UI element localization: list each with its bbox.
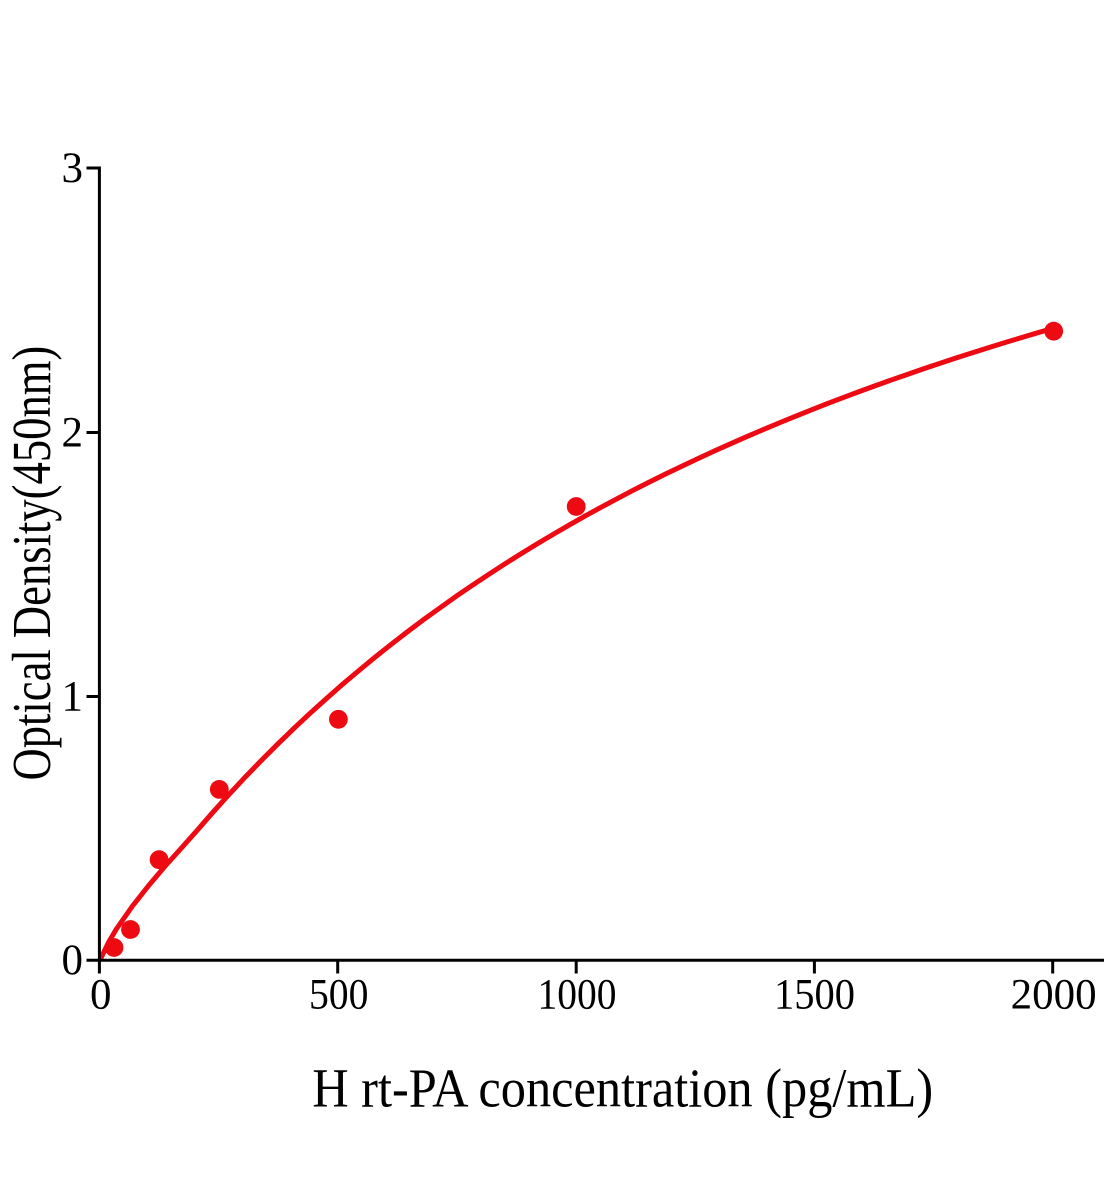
svg-text:2: 2 bbox=[62, 409, 84, 456]
svg-text:500: 500 bbox=[309, 972, 369, 1019]
svg-text:0: 0 bbox=[90, 972, 112, 1019]
svg-text:3: 3 bbox=[62, 145, 84, 192]
svg-text:H rt-PA concentration (pg/mL): H rt-PA concentration (pg/mL) bbox=[312, 1057, 933, 1118]
svg-text:2000: 2000 bbox=[1011, 972, 1097, 1019]
svg-text:1000: 1000 bbox=[538, 972, 617, 1019]
svg-text:0: 0 bbox=[62, 937, 84, 984]
svg-text:1: 1 bbox=[62, 673, 84, 720]
svg-text:1500: 1500 bbox=[774, 972, 855, 1019]
svg-text:Optical Density(450nm): Optical Density(450nm) bbox=[1, 346, 62, 781]
